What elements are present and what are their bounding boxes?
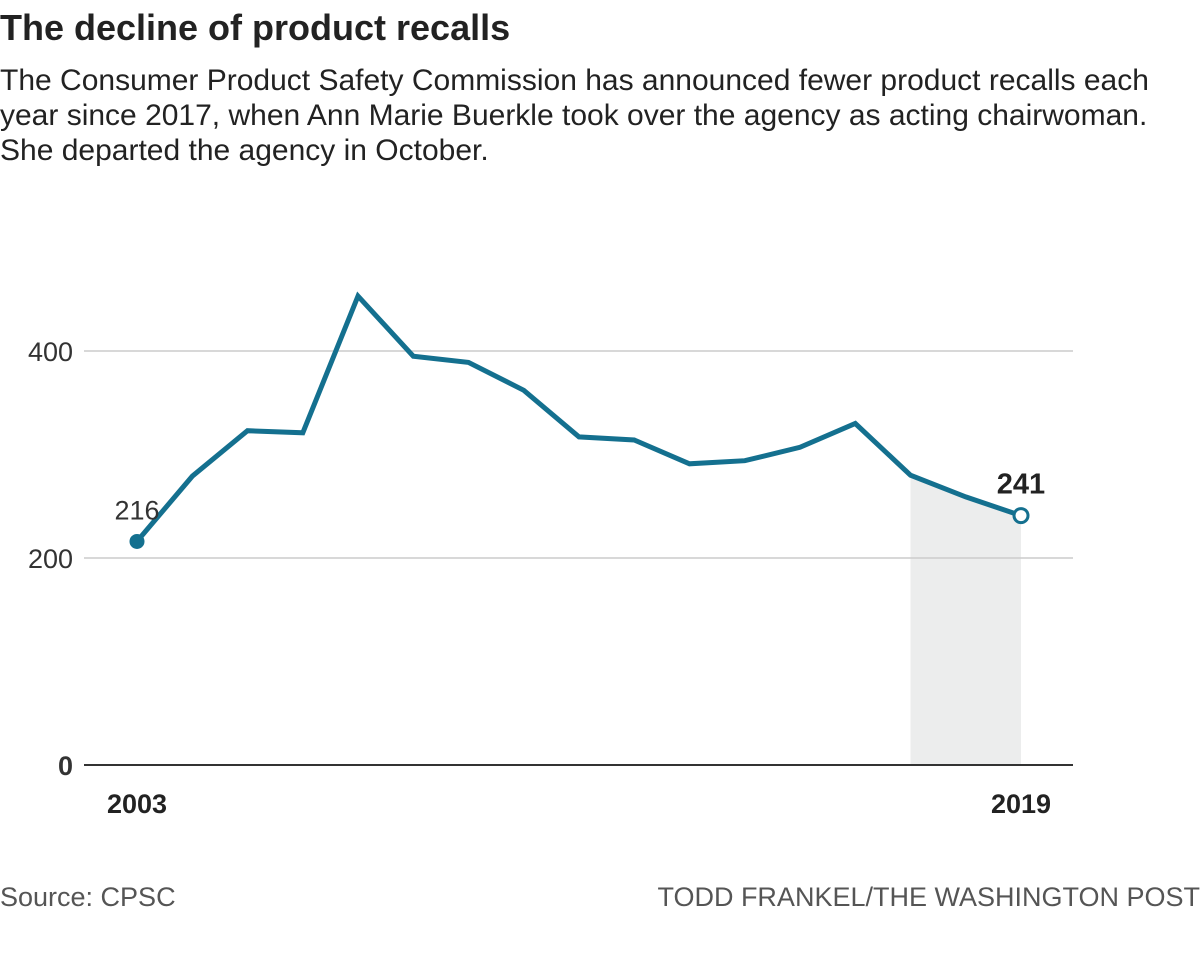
x-tick-label: 2019 [991,789,1051,819]
series-line [135,291,1022,544]
credit-line: TODD FRANKEL/THE WASHINGTON POST [657,882,1200,912]
shaded-region [910,475,1021,765]
chart-title: The decline of product recalls [0,7,511,48]
y-tick-label: 0 [58,751,73,781]
y-tick-label: 400 [28,337,73,367]
x-tick-label: 2003 [107,789,167,819]
y-tick-label: 200 [28,544,73,574]
chart-subtitle: The Consumer Product Safety Commission h… [0,64,1149,167]
line-chart: 400 200 0 2003 2019 216 241 [28,291,1073,819]
end-point-marker [1012,507,1030,525]
end-value-label: 241 [997,469,1045,501]
start-point-marker [129,533,145,549]
start-value-label: 216 [114,495,159,525]
source-note: Source: CPSC [0,882,176,912]
